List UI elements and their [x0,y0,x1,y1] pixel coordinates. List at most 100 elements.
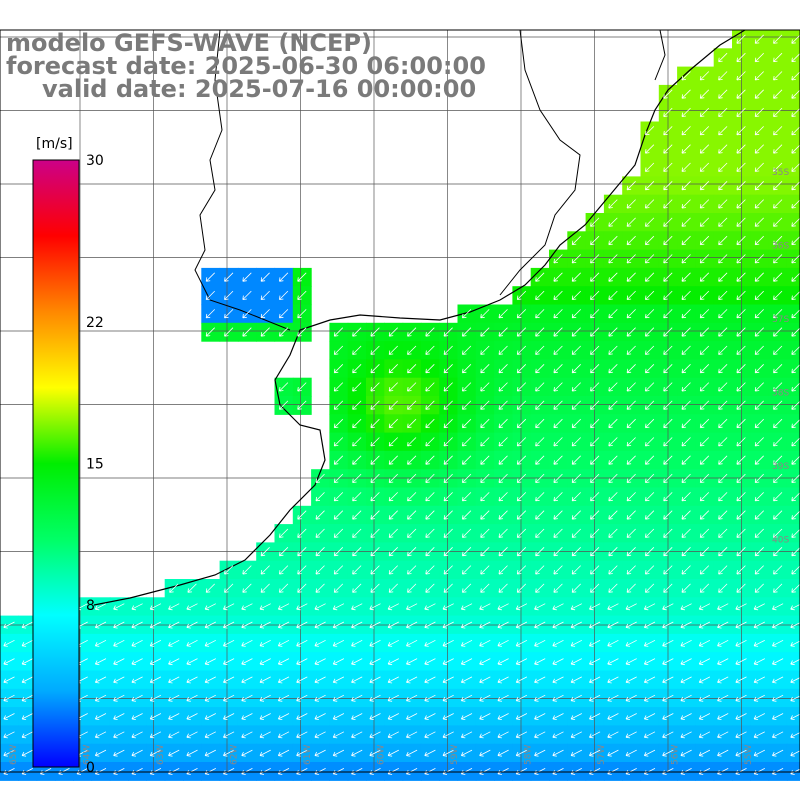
wind-arrow [534,639,546,647]
wind-cell [640,652,660,672]
wind-cell [274,743,294,763]
wind-arrow [223,731,235,739]
wind-arrow [681,272,691,282]
wind-cell [603,505,623,525]
wind-cell [768,231,788,251]
wind-cell [274,707,294,726]
wind-cell [786,84,800,104]
wind-cell [512,322,532,342]
wind-cell [420,725,440,745]
wind-arrow [626,473,636,483]
wind-cell [713,505,733,525]
wind-arrow [681,126,691,136]
wind-arrow [3,676,15,684]
wind-arrow [315,528,325,538]
wind-arrow [113,621,125,629]
wind-arrow [626,272,636,282]
wind-cell [622,249,642,269]
wind-arrow [387,658,399,666]
wind-arrow [351,603,363,611]
wind-cell [164,670,184,690]
wind-cell [457,322,477,342]
wind-cell [786,304,800,324]
wind-arrow [645,364,655,374]
wind-arrow [735,694,747,702]
wind-cell [786,359,800,379]
wind-cell [347,359,367,379]
wind-cell [750,542,770,562]
wind-cell [622,670,642,690]
wind-cell [475,322,495,342]
wind-cell [713,267,733,287]
wind-arrow [590,235,600,246]
wind-cell [201,762,221,781]
wind-arrow [608,418,618,429]
wind-cell [640,267,660,287]
wind-cell [366,707,385,726]
lat-label: 40S [772,536,789,546]
wind-cell [567,487,587,507]
wind-cell [512,560,532,580]
wind-arrow [754,528,764,538]
wind-arrow [608,235,618,246]
wind-arrow [698,639,711,647]
wind-cell [585,267,605,287]
wind-cell [695,725,715,745]
wind-cell [420,560,440,580]
wind-arrow [607,621,619,629]
wind-cell [439,652,459,672]
wind-arrow [296,639,308,647]
wind-arrow [699,89,710,99]
wind-cell [439,743,459,763]
wind-arrow [515,603,528,611]
wind-cell [439,560,459,580]
wind-arrow [333,492,344,502]
wind-arrow [333,364,344,374]
wind-cell [402,762,422,781]
wind-arrow [204,639,216,647]
wind-cell [475,505,495,525]
wind-cell [475,762,495,781]
wind-arrow [515,749,528,757]
wind-cell [402,359,422,379]
wind-cell [585,469,605,489]
wind-arrow [333,437,344,447]
wind-arrow [186,731,198,739]
wind-cell [677,322,696,342]
wind-arrow [663,290,673,300]
wind-arrow [608,327,618,337]
wind-arrow [21,713,33,720]
wind-arrow [735,639,747,647]
wind-arrow [369,621,381,629]
wind-arrow [333,345,344,355]
wind-arrow [736,181,746,191]
wind-cell [786,670,800,690]
wind-arrow [534,658,546,666]
wind-cell [695,139,715,159]
wind-arrow [406,621,418,629]
wind-cell [183,762,202,781]
wind-cell [713,469,733,489]
wind-cell [384,597,404,617]
wind-arrow [370,547,380,557]
wind-arrow [241,639,253,647]
wind-arrow [204,603,216,611]
wind-arrow [718,473,728,483]
wind-cell [530,560,550,580]
wind-arrow [224,565,234,575]
wind-arrow [333,382,344,392]
wind-arrow [3,749,15,757]
wind-arrow [425,418,435,429]
wind-arrow [681,473,691,483]
wind-cell [530,707,550,726]
wind-arrow [242,272,252,282]
wind-cell [567,267,587,287]
wind-cell [750,377,770,397]
wind-cell [494,597,513,617]
wind-cell [786,487,800,507]
wind-cell [786,377,800,397]
wind-cell [384,341,404,360]
wind-arrow [297,510,307,520]
wind-arrow [498,418,508,429]
